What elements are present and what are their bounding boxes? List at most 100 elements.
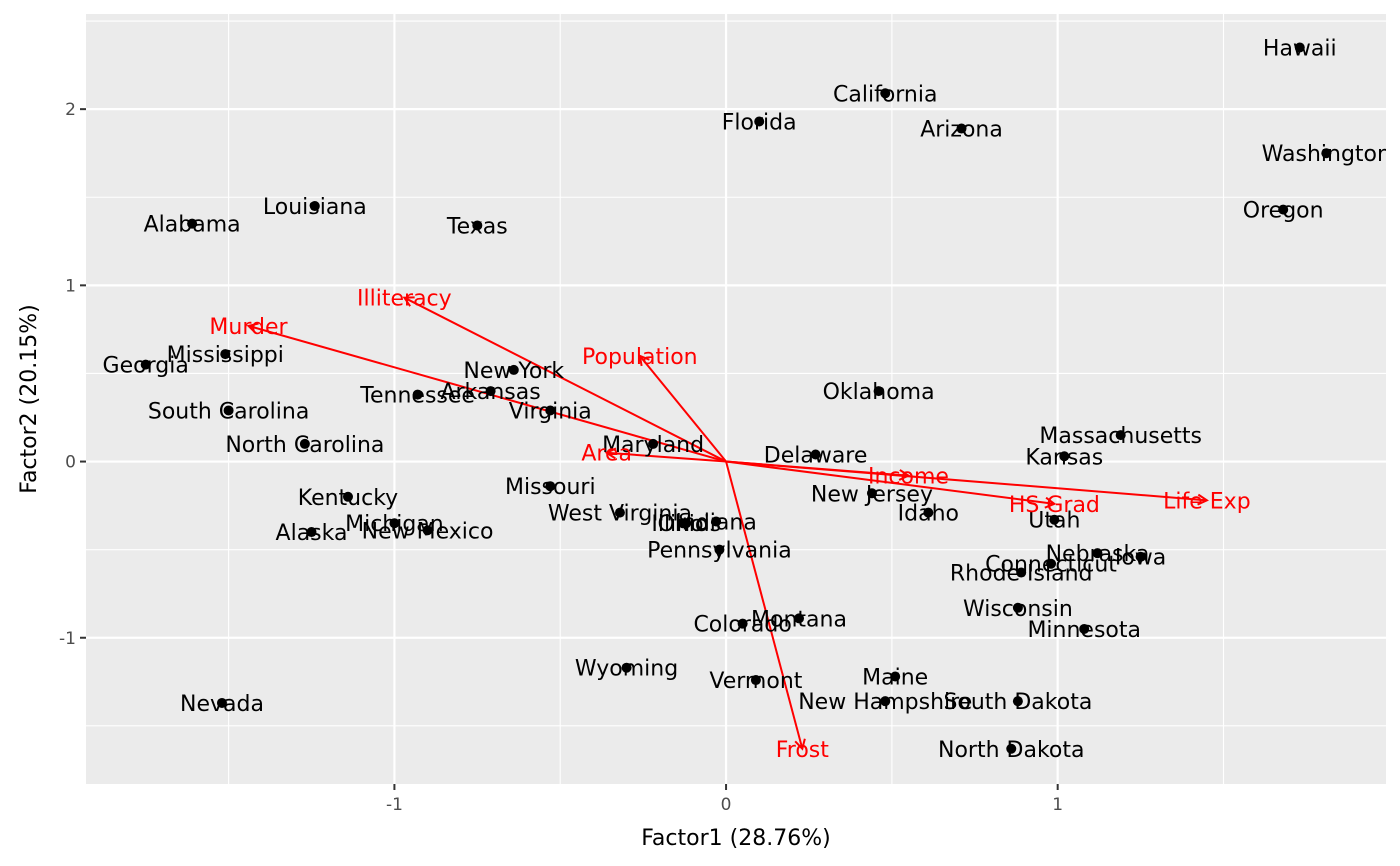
x-axis: -1 0 1 <box>386 784 1063 815</box>
point-mississippi <box>220 349 231 360</box>
point-arizona <box>956 123 967 134</box>
loading-label-murder: Murder <box>209 315 288 340</box>
label-west-virginia: West Virginia <box>548 502 692 527</box>
label-virginia: Virginia <box>509 399 592 424</box>
loading-arrow-life-exp <box>725 460 1207 501</box>
label-wyoming: Wyoming <box>575 657 678 682</box>
y-tick-label: 1 <box>65 276 76 296</box>
loading-label-frost: Frost <box>776 738 830 763</box>
point-utah <box>1049 514 1060 525</box>
x-tick-label: 0 <box>721 795 732 815</box>
label-new-mexico: New Mexico <box>362 519 494 544</box>
label-kansas: Kansas <box>1025 445 1103 470</box>
loading-arrow-frost <box>725 461 802 749</box>
label-ohio: Ohio <box>658 512 709 537</box>
label-oregon: Oregon <box>1243 199 1324 224</box>
point-texas <box>472 220 483 231</box>
point-new-hampshire <box>880 696 891 707</box>
point-north-carolina <box>299 438 310 449</box>
point-west-virginia <box>614 507 625 518</box>
label-new-york: New York <box>463 359 564 384</box>
label-wisconsin: Wisconsin <box>963 597 1073 622</box>
point-michigan <box>389 518 400 529</box>
x-tick-label: 1 <box>1052 795 1063 815</box>
point-tennessee <box>412 389 423 400</box>
loading-label-hs-grad: HS Grad <box>1009 493 1100 518</box>
point-south-dakota <box>1012 696 1023 707</box>
label-alabama: Alabama <box>144 213 241 238</box>
label-minnesota: Minnesota <box>1027 618 1141 643</box>
y-tick-label: 0 <box>65 453 76 473</box>
label-delaware: Delaware <box>764 444 868 469</box>
loading-label-illiteracy: Illiteracy <box>357 287 452 312</box>
label-hawaii: Hawaii <box>1263 36 1337 61</box>
point-oklahoma <box>873 386 884 397</box>
point-new-york <box>508 364 519 375</box>
point-louisiana <box>309 201 320 212</box>
label-nevada: Nevada <box>180 692 264 717</box>
label-mississippi: Mississippi <box>167 343 284 368</box>
point-massachusetts <box>1115 430 1126 441</box>
label-oklahoma: Oklahoma <box>823 380 935 405</box>
point-delaware <box>810 449 821 460</box>
label-california: California <box>833 82 937 107</box>
point-kentucky <box>342 491 353 502</box>
point-washington <box>1321 148 1332 159</box>
label-massachusetts: Massachusetts <box>1039 424 1202 449</box>
point-wyoming <box>621 662 632 673</box>
label-idaho: Idaho <box>898 502 959 527</box>
y-axis-title: Factor2 (20.15%) <box>17 304 42 493</box>
state-points <box>140 42 1332 754</box>
point-georgia <box>140 359 151 370</box>
point-california <box>880 88 891 99</box>
point-idaho <box>923 507 934 518</box>
loading-label-area: Area <box>581 442 632 467</box>
point-vermont <box>750 675 761 686</box>
y-tick-label: 2 <box>65 100 76 120</box>
loading-label-life-exp: Life Exp <box>1163 489 1251 514</box>
label-georgia: Georgia <box>103 354 189 379</box>
label-new-jersey: New Jersey <box>811 482 933 507</box>
point-montana <box>794 613 805 624</box>
label-tennessee: Tennessee <box>359 384 475 409</box>
loading-arrows <box>249 298 1207 749</box>
loading-arrow-illiteracy <box>404 298 727 463</box>
point-minnesota <box>1079 623 1090 634</box>
y-tick-label: -1 <box>59 629 76 649</box>
label-louisiana: Louisiana <box>263 195 367 220</box>
label-nebraska: Nebraska <box>1046 542 1150 567</box>
point-new-jersey <box>866 488 877 499</box>
loading-label-population: Population <box>582 345 698 370</box>
label-north-carolina: North Carolina <box>225 433 384 458</box>
label-kentucky: Kentucky <box>298 486 398 511</box>
point-alaska <box>306 527 317 538</box>
label-illinois: Illinois <box>651 512 721 537</box>
point-new-mexico <box>422 525 433 536</box>
label-vermont: Vermont <box>709 669 802 694</box>
loading-arrow-population <box>640 356 727 463</box>
point-connecticut <box>1046 558 1057 569</box>
label-florida: Florida <box>722 110 797 135</box>
point-pennsylvania <box>714 544 725 555</box>
state-labels: Alabama Alaska Arizona Arkansas California Co… <box>103 36 1391 762</box>
loading-arrow-hs-grad <box>725 460 1054 504</box>
plot-panel <box>86 14 1386 784</box>
point-florida <box>754 116 765 127</box>
point-ohio <box>677 518 688 529</box>
point-arkansas <box>485 386 496 397</box>
label-south-carolina: South Carolina <box>148 399 309 424</box>
y-axis: -1 0 1 2 <box>59 100 86 649</box>
label-pennsylvania: Pennsylvania <box>647 539 792 564</box>
point-maine <box>890 671 901 682</box>
point-virginia <box>545 405 556 416</box>
label-washington: Washington <box>1262 142 1391 167</box>
label-utah: Utah <box>1028 509 1080 534</box>
loading-label-income: Income <box>868 465 949 490</box>
point-hawaii <box>1294 42 1305 53</box>
label-south-dakota: South Dakota <box>943 690 1092 715</box>
label-rhode-island: Rhode Island <box>950 562 1093 587</box>
point-north-dakota <box>1006 743 1017 754</box>
point-missouri <box>545 481 556 492</box>
x-axis-title: Factor1 (28.76%) <box>641 826 830 851</box>
label-iowa: Iowa <box>1115 546 1166 571</box>
